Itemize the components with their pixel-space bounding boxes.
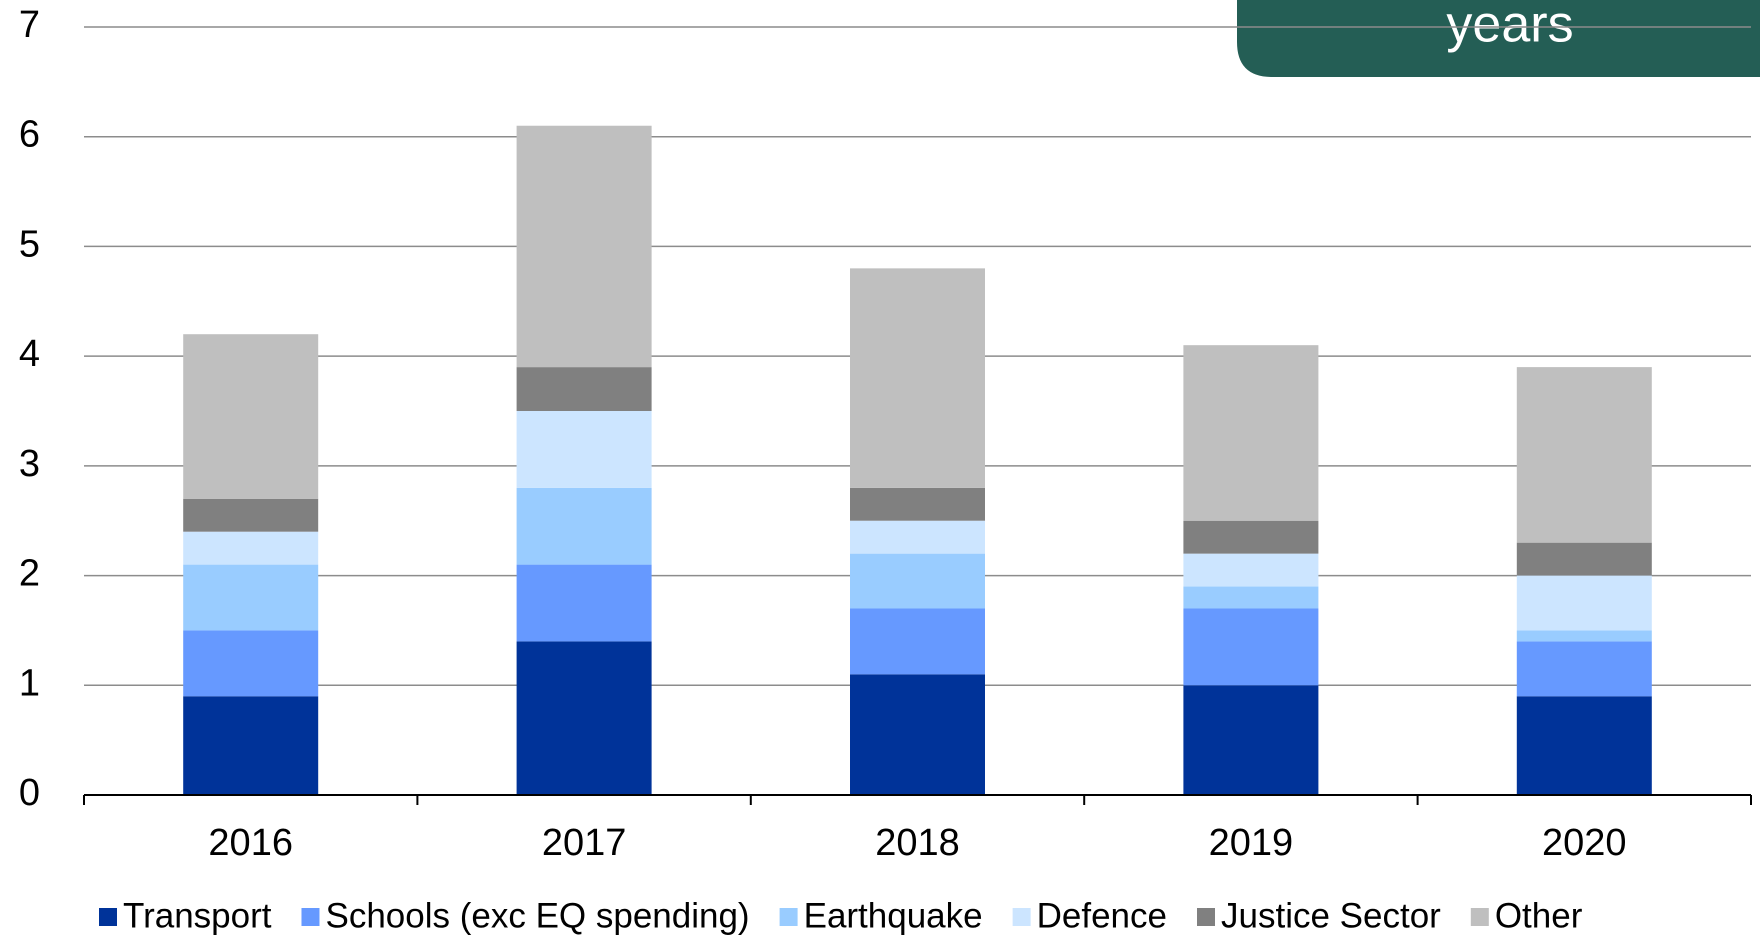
y-tick-label: 2 <box>19 553 40 595</box>
bar-segment <box>1183 520 1319 554</box>
bar-segment <box>850 268 985 488</box>
bar-segment <box>850 674 985 795</box>
legend-swatch <box>301 908 320 926</box>
y-tick-label: 7 <box>19 4 40 46</box>
bar-segment <box>1183 586 1319 609</box>
legend-label: Defence <box>1037 896 1167 935</box>
bar-segment <box>1183 345 1319 521</box>
x-tick-label: 2019 <box>1209 822 1294 864</box>
bar-segment <box>1183 553 1319 587</box>
y-tick-label: 1 <box>19 662 40 704</box>
legend-swatch <box>1197 908 1215 926</box>
bar-segment <box>516 487 652 565</box>
legend-swatch <box>1470 908 1489 926</box>
y-tick-label: 4 <box>19 333 40 375</box>
x-tick-label: 2017 <box>542 822 627 864</box>
bar-segment <box>850 487 985 521</box>
bar-segment <box>1516 542 1652 576</box>
legend-label: Other <box>1495 896 1583 935</box>
legend-label: Transport <box>123 896 272 935</box>
bar-segment <box>183 334 319 499</box>
x-tick-label: 2018 <box>875 822 960 864</box>
bar-segment <box>183 531 319 565</box>
bar-segment <box>1183 685 1319 795</box>
bar-segment <box>850 553 985 609</box>
bar-segment <box>516 125 652 368</box>
y-tick-label: 6 <box>19 114 40 156</box>
bar-segment <box>183 564 319 631</box>
bar-segment <box>516 367 652 411</box>
annotation-box <box>1237 0 1760 77</box>
legend-swatch <box>779 908 798 926</box>
legend-label: Schools (exc EQ spending) <box>325 896 749 935</box>
y-tick-label: 3 <box>19 443 40 485</box>
bar-segment <box>1516 367 1652 543</box>
bar-segment <box>183 696 319 795</box>
bar-segment <box>850 608 985 675</box>
legend-label: Earthquake <box>804 896 983 935</box>
bar-segment <box>1516 575 1652 631</box>
legend-swatch <box>1012 908 1031 926</box>
bar-segment <box>850 520 985 554</box>
x-tick-label: 2016 <box>208 822 293 864</box>
legend-label: Justice Sector <box>1221 896 1441 935</box>
x-tick-label: 2020 <box>1542 822 1627 864</box>
bar-segment <box>1183 608 1319 686</box>
bar-segment <box>183 498 319 532</box>
bar-segment <box>516 641 652 795</box>
bar-segment <box>516 411 652 488</box>
bar-segment <box>1516 641 1652 697</box>
y-tick-label: 5 <box>19 223 40 265</box>
bar-segment <box>1516 696 1652 795</box>
bar-segment <box>1516 630 1652 642</box>
bar-segment <box>516 564 652 642</box>
legend-swatch <box>99 908 117 926</box>
y-tick-label: 0 <box>19 772 40 814</box>
bar-segment <box>183 630 319 697</box>
